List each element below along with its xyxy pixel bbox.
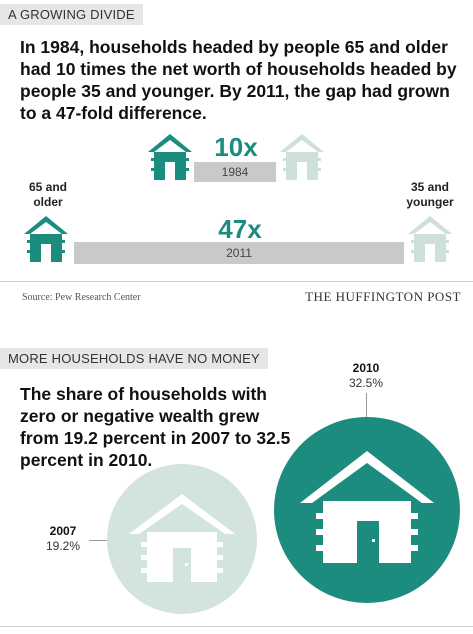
- value-2007: 19.2%: [45, 539, 81, 553]
- house-icon-2010: [300, 451, 434, 563]
- section-tag-growing-divide: A GROWING DIVIDE: [0, 4, 143, 25]
- source-credit: Source: Pew Research Center: [22, 292, 141, 303]
- divider-bottom: [0, 626, 473, 627]
- section-tag-no-money: MORE HOUSEHOLDS HAVE NO MONEY: [0, 348, 268, 369]
- gap-bar-1984: 1984: [194, 162, 276, 182]
- house-icon-older-1984: [148, 134, 192, 180]
- divider-top: [0, 281, 473, 282]
- label-2010: 2010 32.5%: [336, 361, 396, 391]
- year-2010: 2010: [352, 361, 380, 375]
- leader-line-2007: [89, 540, 107, 541]
- value-2010: 32.5%: [348, 376, 384, 390]
- multiplier-1984: 10x: [214, 132, 258, 162]
- headline-growing-divide: In 1984, households headed by people 65 …: [20, 37, 457, 123]
- circle-2007: [107, 464, 257, 614]
- year-label-2011: 2011: [226, 246, 252, 260]
- label-2007: 2007 19.2%: [38, 524, 88, 554]
- label-35-and-younger: 35 and younger: [406, 180, 454, 209]
- circle-2010: [274, 417, 460, 603]
- house-icon-2007: [129, 494, 235, 582]
- year-2007: 2007: [49, 524, 77, 538]
- label-65-and-older: 65 and older: [28, 180, 67, 209]
- house-icon-older-2011: [24, 216, 68, 262]
- house-icon-younger-2011: [408, 216, 452, 262]
- headline-no-money: The share of households with zero or neg…: [20, 384, 291, 470]
- multiplier-2011: 47x: [218, 214, 262, 244]
- year-label-1984: 1984: [221, 165, 249, 179]
- brand-logo: THE HUFFINGTON POST: [305, 289, 461, 304]
- house-icon-younger-1984: [280, 134, 324, 180]
- leader-line-2010: [366, 393, 367, 417]
- gap-bar-2011: 2011: [74, 242, 404, 264]
